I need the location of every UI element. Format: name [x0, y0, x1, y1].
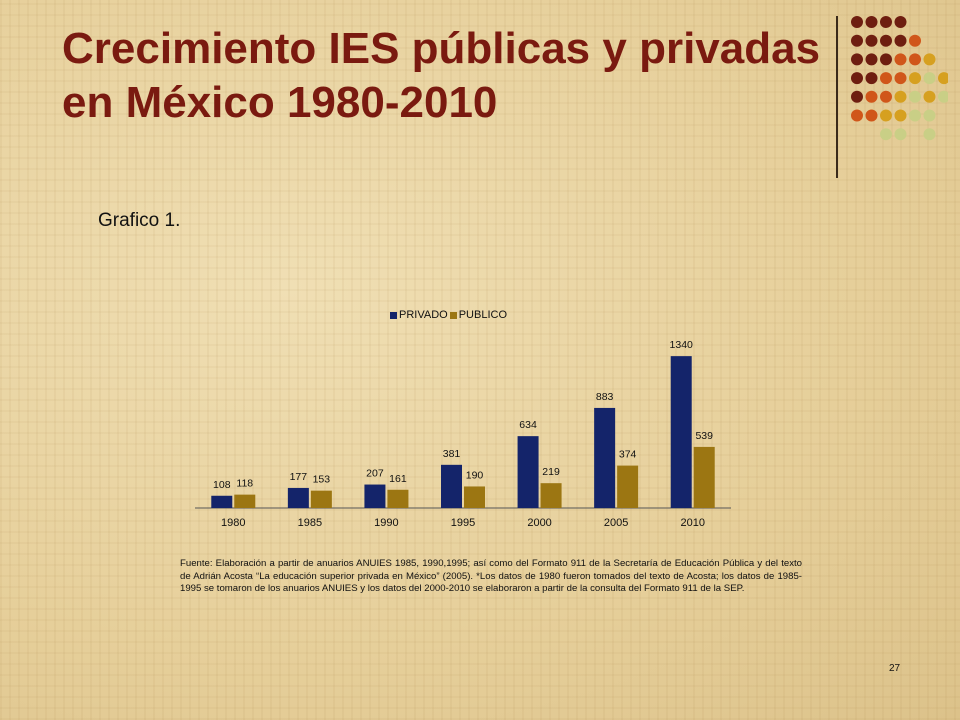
decor-dot-gold [894, 109, 907, 122]
decor-dot-orange [894, 72, 907, 85]
bar-publico-1995 [464, 486, 485, 508]
x-tick-label-2000: 2000 [527, 517, 551, 529]
decor-dot-gold [938, 72, 948, 85]
decor-dot-green [909, 90, 921, 103]
x-tick-label-1995: 1995 [451, 517, 475, 529]
data-label-privado-2005: 883 [596, 391, 614, 403]
x-tick-label-1985: 1985 [298, 517, 322, 529]
decor-dot-orange [851, 109, 863, 122]
decor-dot-orange [865, 109, 878, 122]
bar-privado-1990 [364, 484, 386, 508]
bar-privado-1995 [441, 464, 462, 508]
decor-dot-orange [865, 90, 878, 103]
decor-dot-green [923, 109, 936, 122]
bar-privado-2010 [670, 356, 692, 508]
bar-privado-1980 [211, 495, 233, 508]
decor-dot-dark [865, 16, 878, 28]
data-label-publico-2005: 374 [619, 449, 637, 461]
legend-item-publico: PUBLICO [449, 309, 507, 321]
decor-dot-gold [880, 109, 892, 122]
bar-privado-2005 [594, 407, 616, 508]
bar-publico-1980 [234, 494, 256, 508]
decor-dot-green [938, 90, 948, 103]
x-tick-label-1990: 1990 [374, 517, 398, 529]
data-label-privado-1985: 177 [290, 471, 308, 483]
decor-dot-dark [851, 72, 863, 85]
data-label-privado-2010: 1340 [670, 339, 694, 351]
decor-dot-dark [865, 53, 878, 66]
decor-dot-green [909, 109, 921, 122]
decor-dot-dark [865, 34, 878, 47]
data-label-privado-1995: 381 [443, 448, 461, 460]
decor-dot-dark [894, 34, 907, 47]
source-note: Fuente: Elaboración a partir de anuarios… [180, 558, 802, 594]
page-number: 27 [889, 663, 901, 674]
data-label-privado-1980: 108 [213, 479, 231, 491]
decor-dot-gold [909, 72, 921, 85]
data-label-publico-2000: 219 [542, 466, 560, 478]
chart-legend: PRIVADO PUBLICO [390, 309, 507, 321]
legend-swatch-publico [449, 311, 457, 319]
decor-dot-dark [851, 34, 863, 47]
decor-dot-gold [923, 90, 936, 103]
x-tick-label-1980: 1980 [221, 517, 245, 529]
x-tick-label-2005: 2005 [604, 517, 628, 529]
decor-dot-orange [880, 90, 892, 103]
data-label-privado-2000: 634 [519, 419, 537, 431]
decor-dot-green [894, 128, 907, 141]
x-tick-label-2010: 2010 [680, 517, 704, 529]
data-label-publico-1980: 118 [236, 478, 253, 490]
legend-swatch-privado [390, 311, 397, 319]
decor-dot-dark [894, 16, 907, 28]
decor-dot-dark [880, 16, 892, 28]
title-divider [836, 16, 838, 178]
bar-privado-2000 [517, 436, 539, 508]
decor-dot-gold [923, 53, 936, 66]
decor-dot-dark [851, 16, 863, 28]
bar-publico-1990 [387, 489, 409, 508]
bar-publico-2010 [693, 446, 715, 508]
decor-dot-orange [880, 72, 892, 85]
data-label-publico-1990: 161 [389, 473, 407, 485]
decor-dot-gold [894, 90, 907, 103]
legend-label-publico: PUBLICO [458, 309, 507, 321]
decor-dot-dark [851, 90, 863, 103]
decor-dot-dark [880, 34, 892, 47]
legend-item-privado: PRIVADO [390, 309, 448, 321]
decorative-dot-grid-icon [851, 16, 948, 141]
bar-chart: 108 118 1980 177 153 1985 207 161 1990 381 190 1995… [195, 339, 731, 529]
decor-dot-orange [894, 53, 907, 66]
data-label-publico-1985: 153 [313, 474, 331, 486]
decor-dot-green [923, 72, 936, 85]
bar-publico-2005 [617, 465, 639, 508]
chart-caption: Grafico 1. [98, 210, 181, 231]
decor-dot-dark [865, 72, 878, 85]
bar-publico-1985 [310, 490, 332, 508]
data-label-publico-2010: 539 [695, 430, 713, 442]
decor-dot-dark [851, 53, 863, 66]
legend-label-privado: PRIVADO [399, 309, 448, 321]
decor-dot-green [923, 128, 936, 141]
page-title: Crecimiento IES públicas y privadas en M… [62, 24, 821, 127]
decor-dot-green [880, 128, 892, 141]
decor-dot-dark [880, 53, 892, 66]
data-label-publico-1995: 190 [466, 469, 484, 481]
decor-dot-orange [909, 53, 921, 66]
bar-privado-1985 [287, 487, 309, 508]
bar-publico-2000 [540, 483, 562, 508]
decor-dot-orange [909, 34, 921, 47]
data-label-privado-1990: 207 [366, 468, 384, 480]
